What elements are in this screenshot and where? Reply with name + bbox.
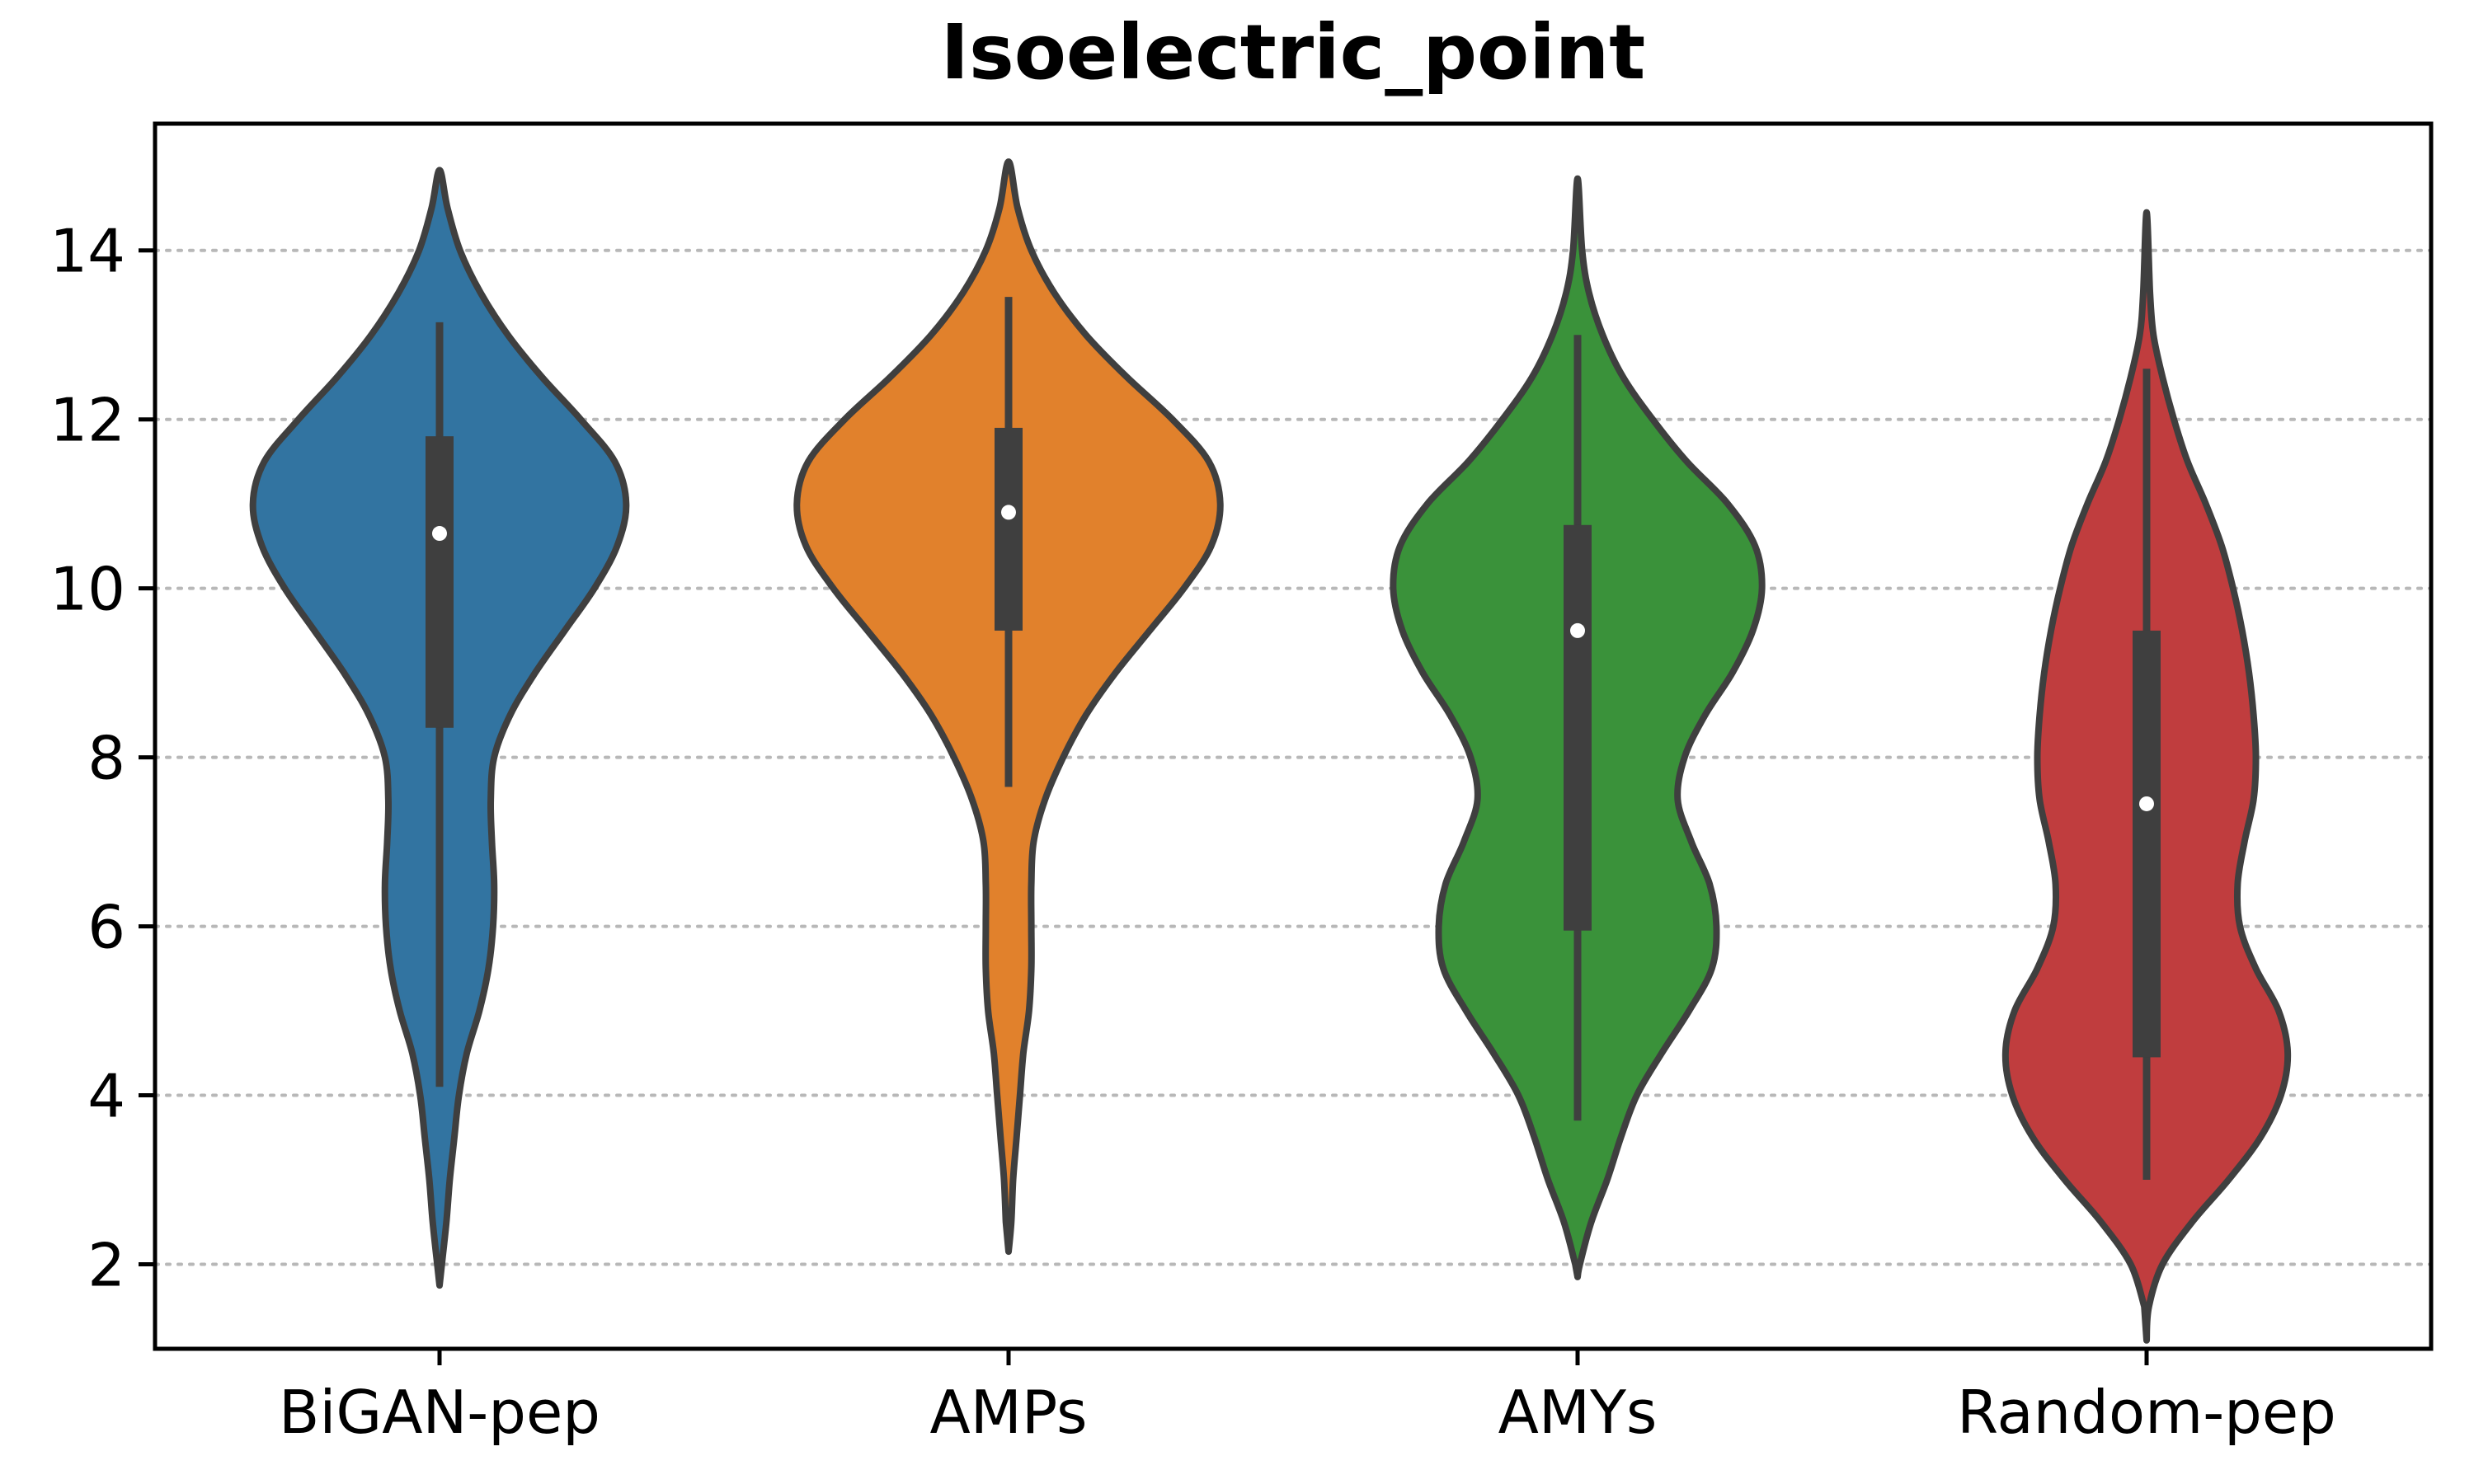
x-tick-label: BiGAN-pep: [279, 1378, 600, 1447]
iqr-box: [1564, 524, 1592, 931]
median-dot: [1001, 505, 1016, 520]
x-tick-label: Random-pep: [1957, 1378, 2336, 1447]
iqr-box: [426, 436, 454, 728]
y-tick-label: 6: [87, 893, 125, 962]
chart-title: Isoelectric_point: [941, 8, 1646, 96]
x-axis: BiGAN-pep AMPs AMYs Random-pep: [279, 1349, 2336, 1447]
y-tick-label: 4: [87, 1062, 125, 1131]
violins: [249, 158, 2292, 1344]
x-tick-label: AMPs: [929, 1378, 1087, 1447]
median-dot: [432, 526, 447, 542]
median-dot: [2139, 796, 2154, 811]
y-tick-label: 8: [87, 724, 125, 793]
iqr-box: [2133, 630, 2161, 1058]
y-tick-label: 10: [49, 555, 125, 624]
inner-boxes: [426, 297, 2161, 1181]
plot-frame: [153, 121, 2434, 1351]
y-tick-label: 14: [49, 217, 125, 286]
iqr-box: [995, 427, 1023, 631]
y-tick-label: 2: [87, 1231, 125, 1300]
y-axis: 2 4 6 8 10 12 14: [49, 217, 155, 1300]
y-tick-label: 12: [49, 386, 125, 455]
median-dot: [1570, 622, 1585, 638]
x-tick-label: AMYs: [1498, 1378, 1658, 1447]
